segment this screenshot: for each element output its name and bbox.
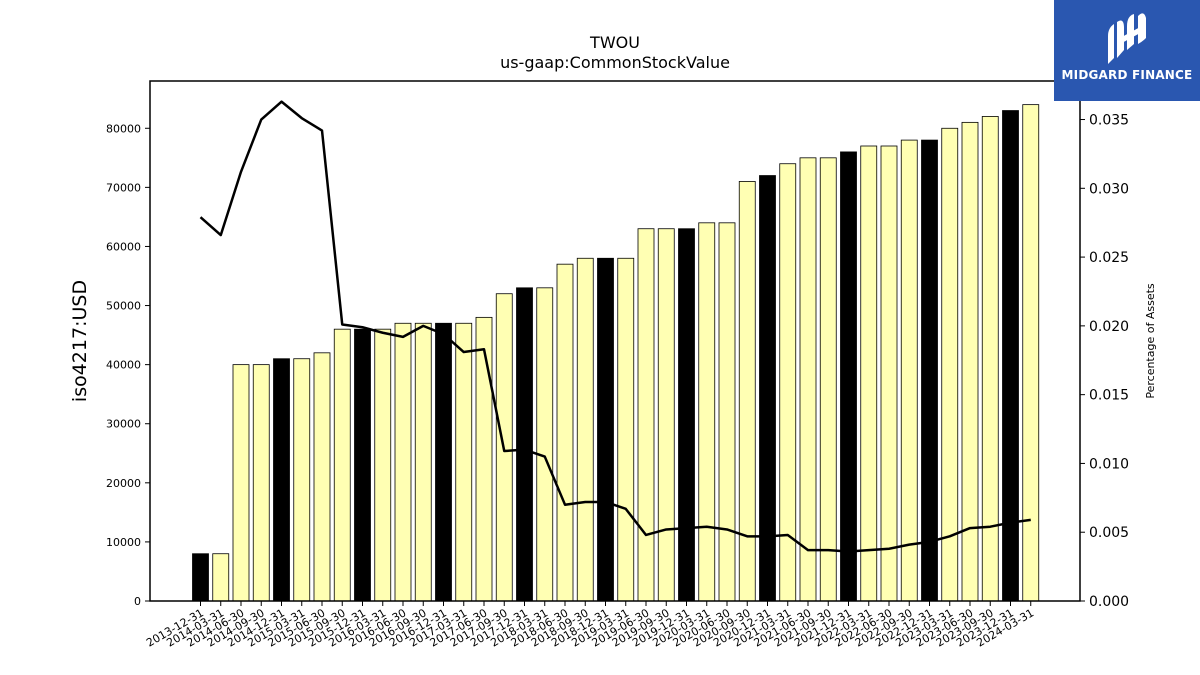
y-axis-label: iso4217:USD — [69, 280, 91, 402]
bar-2022-06-30 — [880, 145, 898, 602]
y-tick-label: 30000 — [106, 418, 141, 431]
plot-frame — [149, 80, 1081, 602]
y-axis-ticks: 0 10000 20000 30000 40000 50000 60000 70000 8000… — [106, 122, 150, 608]
bar-2019-12-31 — [678, 228, 695, 602]
bar-2020-09-30 — [738, 181, 756, 602]
bar-series — [192, 104, 1040, 602]
bar-2022-09-30 — [900, 139, 918, 602]
bar-2021-09-30 — [819, 157, 837, 602]
bar-2017-06-30 — [475, 316, 493, 602]
bar-2018-12-31 — [597, 257, 614, 602]
bar-2015-03-31 — [293, 358, 311, 602]
bar-2023-03-31 — [941, 127, 959, 602]
y-tick-label: 10000 — [106, 536, 141, 549]
y2-tick-label: 0.000 — [1089, 594, 1129, 610]
y-tick-label: 70000 — [106, 181, 141, 194]
bar-2017-12-31 — [516, 287, 533, 602]
bar-2019-03-31 — [617, 257, 635, 602]
chart-title: TWOU — [589, 33, 640, 52]
midgard-finance-logo: MIDGARD FINANCE — [1054, 0, 1200, 101]
y2-axis-label: Percentage of Assets — [1144, 283, 1157, 399]
bar-2018-09-30 — [576, 257, 594, 602]
bar-2014-12-31 — [273, 358, 290, 602]
bar-2015-12-31 — [354, 328, 371, 602]
y2-tick-label: 0.035 — [1089, 113, 1129, 129]
y2-tick-label: 0.010 — [1089, 456, 1129, 472]
bar-2015-09-30 — [333, 328, 351, 602]
bar-2022-12-31 — [921, 139, 938, 602]
y-tick-label: 80000 — [106, 122, 141, 135]
y2-tick-label: 0.030 — [1089, 181, 1129, 197]
bar-2017-03-31 — [455, 322, 473, 602]
y-tick-label: 50000 — [106, 300, 141, 313]
bar-2021-12-31 — [840, 151, 857, 602]
bar-2016-03-31 — [374, 328, 392, 602]
bar-2020-06-30 — [718, 222, 736, 602]
y-tick-label: 20000 — [106, 477, 141, 490]
midgard-m-logo-icon — [1108, 13, 1146, 64]
logo-text: MIDGARD FINANCE — [1061, 68, 1193, 82]
bar-2021-06-30 — [799, 157, 817, 602]
percentage-line-series — [199, 100, 1031, 553]
bar-2016-06-30 — [394, 322, 412, 602]
bar-2014-03-31 — [212, 553, 230, 602]
x-axis-ticks: 2013-12-312014-03-312014-06-302014-09-30… — [144, 601, 1036, 650]
bar-2018-03-31 — [536, 287, 554, 602]
bar-2022-03-31 — [860, 145, 878, 602]
y-tick-label: 0 — [134, 595, 141, 608]
bar-2014-09-30 — [252, 364, 270, 602]
bar-2019-09-30 — [657, 228, 675, 602]
y2-tick-label: 0.025 — [1089, 250, 1129, 266]
y-tick-label: 40000 — [106, 359, 141, 372]
bar-2024-03-31 — [1022, 104, 1040, 602]
y2-tick-label: 0.005 — [1089, 525, 1129, 541]
bar-2014-06-30 — [232, 364, 250, 602]
y2-tick-label: 0.020 — [1089, 319, 1129, 335]
percentage-of-assets-line — [199, 100, 1031, 553]
bar-2020-03-31 — [698, 222, 716, 602]
y-tick-label: 60000 — [106, 240, 141, 253]
y2-axis-ticks: 0.000 0.005 0.010 0.015 0.020 0.025 0.030 0.035 — [1080, 113, 1129, 610]
chart-subtitle: us-gaap:CommonStockValue — [500, 53, 730, 72]
bar-2013-12-31 — [192, 553, 209, 602]
y2-tick-label: 0.015 — [1089, 388, 1129, 404]
bar-2019-06-30 — [637, 228, 655, 602]
bar-2016-12-31 — [435, 322, 452, 602]
bar-2015-06-30 — [313, 352, 331, 602]
bar-2018-06-30 — [556, 263, 574, 602]
bar-2023-12-31 — [1002, 110, 1019, 602]
bar-2016-09-30 — [414, 322, 432, 602]
